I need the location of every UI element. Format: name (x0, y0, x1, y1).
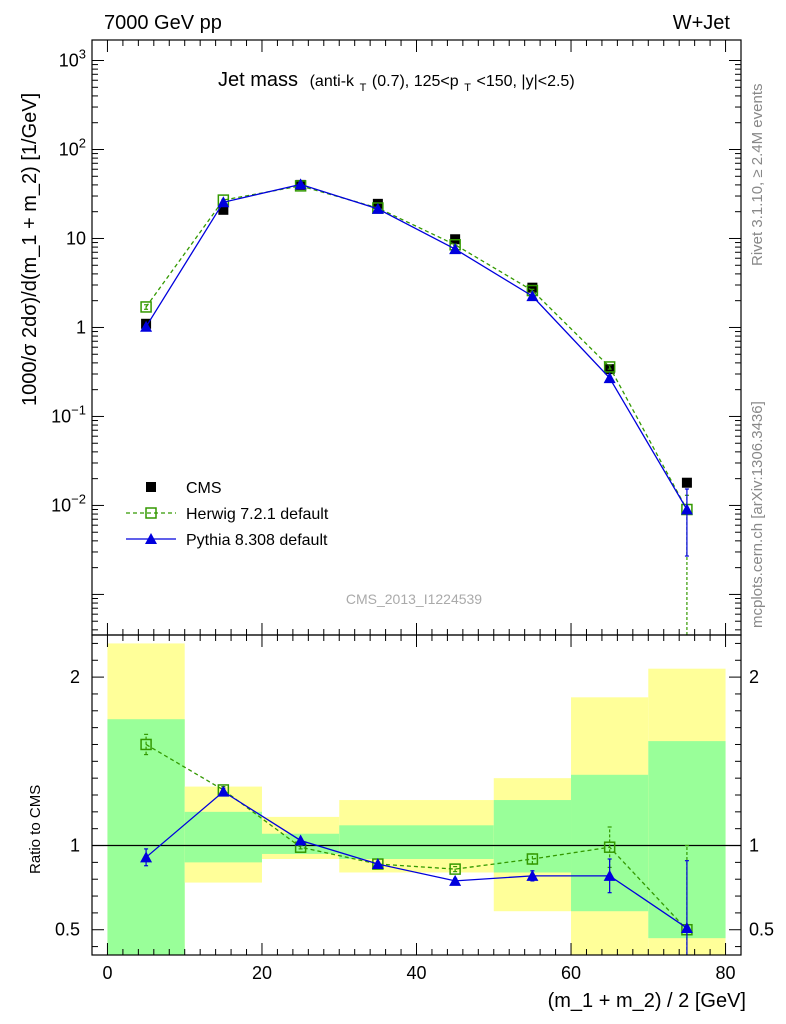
plot-title-sub-5: <150, |y|<2.5) (477, 73, 575, 90)
ratio-y-tick-label-right: 2 (749, 667, 759, 687)
analysis-watermark: CMS_2013_I1224539 (346, 591, 482, 607)
plot-title-sub-1: (anti-k (310, 73, 355, 90)
legend-entry: CMS (146, 480, 222, 497)
ratio-xlabel: (m_1 + m_2) / 2 [GeV] (548, 990, 746, 1012)
ratio-x-tick-label: 60 (561, 963, 581, 983)
ratio-series-triangle (140, 785, 693, 955)
ratio-y-tick-label-right: 1 (749, 836, 759, 856)
main-y-tick-label: 1 (76, 317, 86, 337)
legend-entry: Herwig 7.2.1 default (126, 506, 329, 523)
ratio-ylabel: Ratio to CMS (27, 785, 44, 874)
ratio-line (145, 790, 688, 929)
plot-title-sub-3: (0.7), 125<p (372, 73, 459, 90)
main-line (145, 183, 688, 510)
ratio-y-tick-label-right: 0.5 (749, 920, 774, 940)
ratio-marker (449, 863, 461, 875)
ratio-marker (371, 858, 384, 870)
legend-marker (146, 482, 156, 492)
ratio-marker (449, 874, 462, 886)
main-y-tick-label-exp: −2 (71, 491, 86, 506)
main-y-tick-label: 10−2 (51, 491, 86, 515)
main-marker (681, 477, 692, 488)
main-marker (294, 178, 307, 190)
main-marker (140, 301, 152, 313)
legend-marker (145, 507, 157, 519)
ratio-band-inner (493, 800, 572, 873)
ratio-marker (217, 785, 230, 797)
side-label-top: Rivet 3.1.10, ≥ 2.4M events (749, 84, 766, 267)
main-y-tick-label: 103 (59, 47, 86, 71)
process-label: W+Jet (673, 12, 731, 34)
main-y-tick-label-exp: −1 (71, 402, 86, 417)
ratio-band-inner (107, 719, 185, 955)
main-y-tick-label-base: 10 (66, 228, 86, 248)
main-ylabel: 1000/σ 2dσ)/d(m_1 + m_2) [1/GeV] (19, 93, 41, 406)
main-marker (680, 503, 693, 515)
ratio-marker (140, 851, 153, 863)
ratio-marker (140, 738, 152, 751)
ratio-y-tick-label: 2 (70, 667, 80, 687)
legend-label: Herwig 7.2.1 default (186, 506, 329, 523)
main-marker (217, 196, 230, 208)
ratio-x-tick-label: 40 (406, 963, 426, 983)
main-marker (140, 320, 153, 332)
main-series-open-square (140, 180, 693, 635)
main-y-tick-label-base: 1 (76, 317, 86, 337)
main-series-triangle (140, 178, 693, 557)
main-y-tick-label-base: 10 (59, 139, 79, 159)
main-y-tick-label-exp: 3 (79, 47, 86, 62)
main-y-tick-label: 10−1 (51, 402, 86, 426)
ratio-marker (526, 869, 539, 881)
legend-label: Pythia 8.308 default (186, 532, 328, 549)
main-marker (527, 282, 538, 293)
plot-title-sub-2: T (360, 82, 367, 94)
ratio-band-inner (416, 825, 494, 859)
main-y-tick-label: 102 (59, 135, 86, 159)
main-marker (218, 204, 229, 215)
main-line (145, 185, 688, 510)
side-label-bottom: mcplots.cern.ch [arXiv:1306.3436] (749, 401, 766, 628)
ratio-marker (680, 922, 693, 934)
main-series-square (141, 179, 692, 488)
ratio-y-tick-label: 1 (70, 836, 80, 856)
ratio-band-inner (339, 825, 417, 859)
main-marker (449, 243, 462, 255)
main-y-tick-label-base: 10 (51, 406, 71, 426)
plot-title-sub-4: T (464, 82, 471, 94)
main-marker (526, 290, 539, 302)
ratio-x-tick-label: 20 (252, 963, 272, 983)
ratio-marker (603, 869, 616, 881)
energy-label: 7000 GeV pp (104, 12, 222, 34)
legend-entry: Pythia 8.308 default (126, 532, 328, 549)
ratio-x-tick-label: 0 (102, 963, 112, 983)
main-y-tick-label-base: 10 (59, 51, 79, 71)
ratio-band-inner (184, 811, 262, 863)
main-y-tick-label-exp: 2 (79, 135, 86, 150)
main-marker (371, 202, 384, 214)
ratio-marker (294, 834, 307, 846)
main-y-tick-label-base: 10 (51, 495, 71, 515)
ratio-marker (603, 841, 616, 853)
plot-title: Jet mass (anti-k T (0.7), 125<p T <150, … (218, 69, 575, 96)
ratio-marker (526, 853, 539, 865)
main-marker (603, 372, 616, 384)
main-marker (603, 361, 616, 373)
legend-marker (145, 533, 157, 544)
ratio-y-tick-label: 0.5 (55, 920, 80, 940)
ratio-x-tick-label: 80 (716, 963, 736, 983)
plot-title-main: Jet mass (218, 69, 298, 91)
legend-label: CMS (186, 480, 222, 497)
main-y-tick-label: 10 (66, 228, 86, 248)
